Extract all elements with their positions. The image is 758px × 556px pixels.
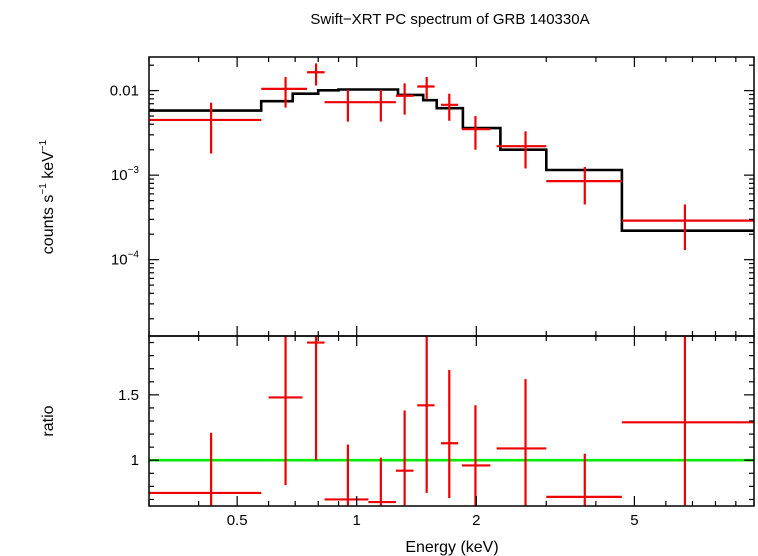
spectrum-y-axis-label: counts s−1 keV−1: [38, 139, 57, 254]
chart-title: Swift−XRT PC spectrum of GRB 140330A: [310, 11, 589, 28]
ratio-data-point-10: [496, 379, 547, 506]
spectrum-data-point-5: [368, 89, 396, 122]
x-tick-label: 5: [630, 512, 638, 529]
y-tick-label: 0.01: [110, 83, 139, 100]
x-tick-label: 0.5: [227, 512, 248, 529]
ratio-panel-frame: [148, 335, 755, 507]
ratio-data-point-1: [149, 432, 262, 506]
y-tick-label-exponent: −3: [128, 165, 140, 176]
y-tick-label-base: 0.01: [110, 83, 139, 100]
ylabel-part-kev: keV: [40, 151, 57, 183]
ylabel-part-counts: counts s: [40, 195, 57, 255]
ratio-axis-ticks: 11.5: [118, 336, 755, 506]
ratio-data-series: [149, 336, 754, 506]
spectrum-data-point-9: [461, 116, 491, 150]
ratio-data-point-6: [395, 410, 414, 506]
spectrum-data-point-2: [261, 76, 308, 108]
model-step-line: [149, 88, 754, 232]
ratio-data-point-5: [368, 457, 396, 506]
x-axis-tick-labels: 0.5 1 2 5: [227, 512, 639, 529]
spectrum-data-series: [149, 63, 754, 251]
y-tick-label-base: 10: [111, 167, 128, 184]
x-tick-label: 1: [353, 512, 361, 529]
spectrum-data-point-4: [324, 89, 369, 122]
ratio-data-point-9: [461, 405, 491, 506]
ratio-data-point-2: [268, 336, 303, 486]
spectrum-panel-frame: [148, 56, 755, 337]
ratio-data-point-3: [307, 336, 325, 461]
spectrum-data-point-8: [441, 93, 459, 121]
ylabel-part-exp1: −1: [38, 183, 49, 195]
spectrum-data-point-12: [621, 204, 754, 251]
model-curve: [149, 88, 754, 232]
spectrum-data-point-1: [149, 102, 262, 154]
ratio-data-point-4: [324, 444, 369, 506]
spectrum-data-point-7: [417, 76, 435, 99]
y-tick-label: 1.5: [118, 387, 139, 404]
ratio-panel: 11.5 ratio: [40, 335, 755, 507]
ratio-data-point-7: [417, 336, 435, 493]
y-tick-label: 10−3: [111, 165, 140, 184]
y-tick-label-exponent: −4: [128, 250, 140, 261]
ratio-data-point-12: [621, 336, 754, 506]
ratio-data-point-8: [441, 370, 459, 499]
spectrum-data-point-3: [307, 63, 325, 86]
ratio-y-axis-label: ratio: [40, 405, 57, 436]
y-tick-label: 10−4: [111, 250, 140, 269]
ratio-data-point-11: [546, 453, 622, 506]
x-axis-label: Energy (keV): [405, 539, 498, 556]
x-tick-label: 2: [472, 512, 480, 529]
y-tick-label-base: 10: [111, 252, 128, 269]
y-tick-label: 1: [131, 452, 139, 469]
spectrum-data-point-11: [546, 166, 622, 205]
ylabel-part-exp2: −1: [38, 139, 49, 151]
spectrum-data-point-6: [395, 83, 414, 115]
spectrum-data-point-10: [496, 131, 547, 169]
